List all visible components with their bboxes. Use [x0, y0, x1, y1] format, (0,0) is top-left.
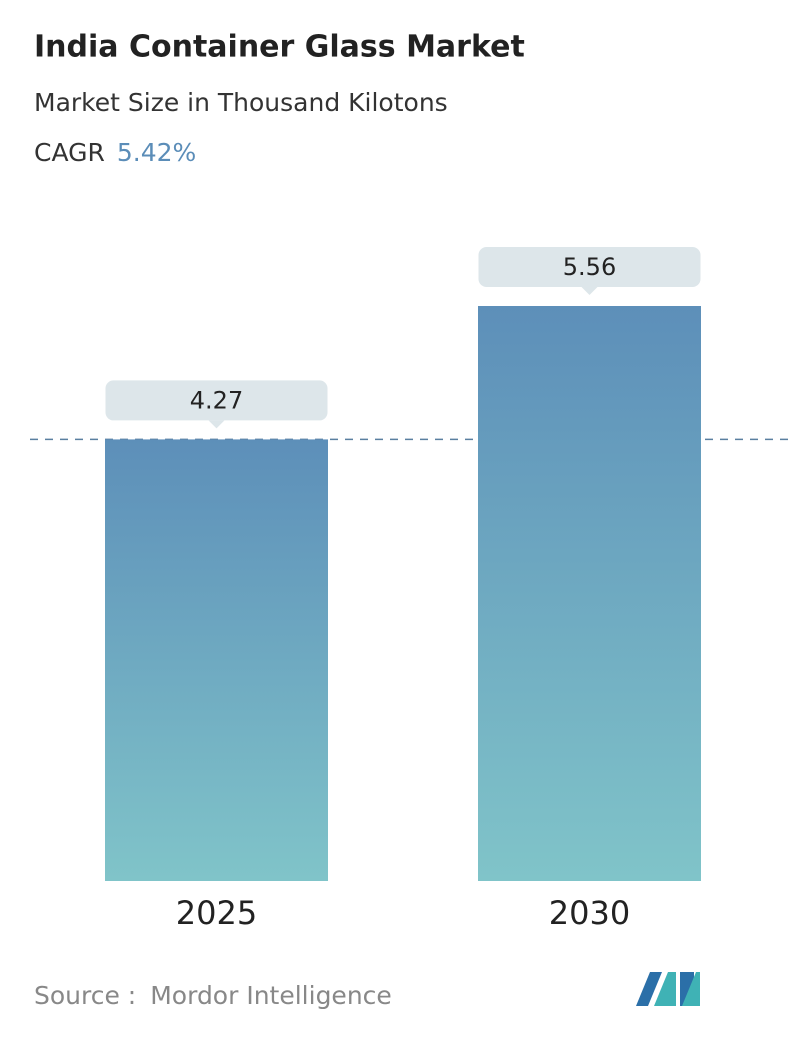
- value-label: 4.27: [190, 386, 243, 414]
- chart-title: India Container Glass Market: [34, 30, 525, 65]
- value-label-box: [105, 380, 328, 421]
- logo: [636, 972, 700, 1006]
- cagr-value: 5.42%: [117, 138, 196, 167]
- bar: [105, 439, 328, 881]
- source-label: Source :: [34, 981, 136, 1010]
- value-label-pointer: [208, 420, 225, 429]
- value-label-box: [478, 247, 701, 287]
- bar: [478, 306, 701, 881]
- cagr-name: CAGR: [34, 138, 105, 167]
- x-tick-label: 2025: [176, 894, 257, 932]
- value-label: 5.56: [563, 253, 616, 281]
- x-tick-label: 2030: [549, 894, 630, 932]
- value-label-pointer: [581, 287, 598, 295]
- source-name: Mordor Intelligence: [150, 981, 392, 1010]
- chart-subtitle: Market Size in Thousand Kilotons: [34, 88, 448, 117]
